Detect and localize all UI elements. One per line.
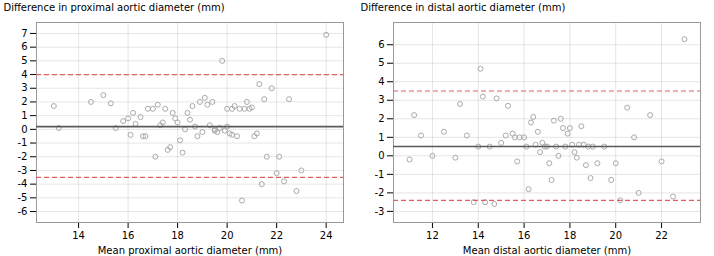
svg-text:-2: -2 <box>18 151 28 162</box>
svg-text:3: 3 <box>378 94 384 105</box>
svg-text:6: 6 <box>21 41 27 52</box>
svg-text:16: 16 <box>122 230 135 241</box>
svg-text:-1: -1 <box>375 169 385 180</box>
svg-text:24: 24 <box>320 230 333 241</box>
svg-text:14: 14 <box>472 230 485 241</box>
svg-text:14: 14 <box>72 230 85 241</box>
svg-text:-3: -3 <box>18 165 28 176</box>
svg-text:20: 20 <box>221 230 234 241</box>
svg-text:22: 22 <box>270 230 283 241</box>
svg-text:-1: -1 <box>18 137 28 148</box>
svg-text:-2: -2 <box>375 187 385 198</box>
svg-text:5: 5 <box>21 55 27 66</box>
svg-text:1: 1 <box>378 132 384 143</box>
svg-text:-6: -6 <box>18 206 28 217</box>
svg-text:3: 3 <box>21 82 27 93</box>
svg-text:4: 4 <box>378 76 384 87</box>
svg-text:6: 6 <box>378 39 384 50</box>
svg-text:0: 0 <box>378 150 384 161</box>
svg-text:-3: -3 <box>375 206 385 217</box>
svg-text:-4: -4 <box>18 178 28 189</box>
svg-text:5: 5 <box>378 57 384 68</box>
svg-text:-5: -5 <box>18 192 28 203</box>
svg-text:20: 20 <box>609 230 622 241</box>
svg-text:2: 2 <box>21 96 27 107</box>
svg-text:4: 4 <box>21 69 27 80</box>
svg-text:22: 22 <box>655 230 668 241</box>
svg-text:Difference in distal aortic di: Difference in distal aortic diameter (mm… <box>361 2 566 13</box>
svg-text:Mean proximal aortic diameter: Mean proximal aortic diameter (mm) <box>98 245 283 256</box>
svg-text:12: 12 <box>426 230 439 241</box>
svg-text:0: 0 <box>21 124 27 135</box>
svg-text:7: 7 <box>21 28 27 39</box>
svg-text:18: 18 <box>564 230 577 241</box>
svg-text:1: 1 <box>21 110 27 121</box>
svg-text:2: 2 <box>378 113 384 124</box>
svg-text:Mean distal aortic diameter (m: Mean distal aortic diameter (mm) <box>463 245 631 256</box>
svg-text:Difference in proximal aortic: Difference in proximal aortic diameter (… <box>4 2 225 13</box>
svg-text:16: 16 <box>518 230 531 241</box>
svg-text:18: 18 <box>171 230 184 241</box>
